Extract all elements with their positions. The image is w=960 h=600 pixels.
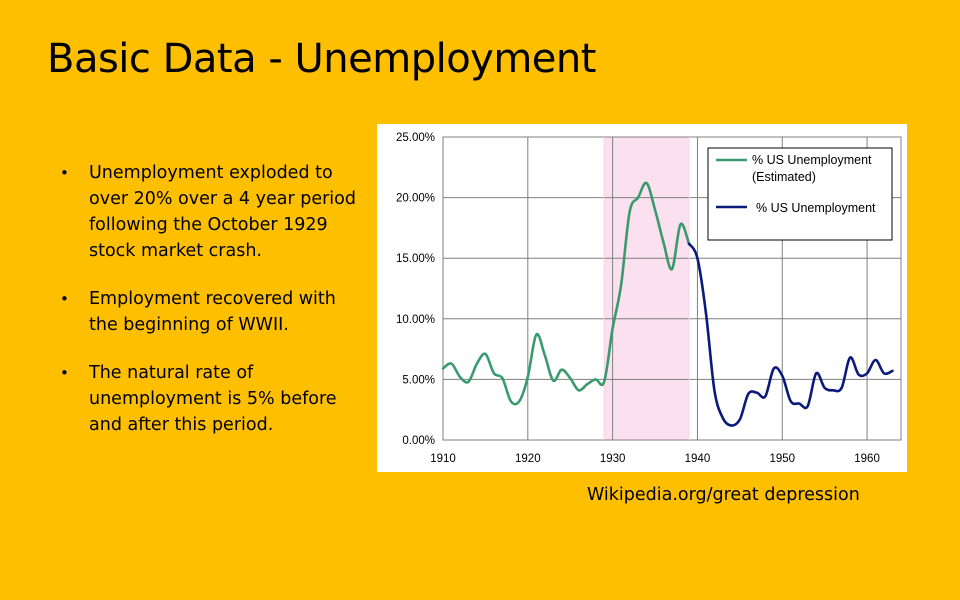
bullet-text: Unemployment exploded to over 20% over a… (89, 163, 356, 261)
bullet-list: • Unemployment exploded to over 20% over … (58, 160, 358, 460)
depression-highlight-band (604, 137, 689, 440)
bullet-dot-icon: • (60, 290, 69, 308)
x-tick-label: 1930 (600, 453, 626, 465)
legend-label-estimated-line2: (Estimated) (752, 170, 816, 184)
y-tick-label: 20.00% (396, 193, 435, 205)
bullet-item: • Employment recovered with the beginning… (58, 286, 358, 338)
legend-label-measured: % US Unemployment (756, 201, 876, 215)
x-tick-label: 1960 (854, 453, 880, 465)
unemployment-chart: 0.00% 5.00% 10.00% 15.00% 20.00% 25.00% 1910 1… (377, 124, 907, 472)
y-tick-label: 10.00% (396, 314, 435, 326)
chart-svg: 0.00%5.00%10.00%15.00%20.00%25.00% 1910 1… (396, 132, 902, 465)
bullet-item: • The natural rate of unemployment is 5% … (58, 360, 358, 438)
x-axis-tick-labels: 1910 1920 1930 1940 1950 1960 (430, 453, 880, 465)
legend-box (707, 147, 893, 241)
y-tick-label: 5.00% (402, 374, 435, 386)
slide-title: Basic Data - Unemployment (47, 36, 596, 82)
series-layer (441, 181, 894, 427)
x-tick-label: 1920 (515, 453, 541, 465)
series-line-estimated (441, 181, 691, 406)
bullet-dot-icon: • (60, 364, 69, 382)
bullet-text: Employment recovered with the beginning … (89, 289, 336, 335)
bullet-dot-icon: • (60, 164, 69, 182)
bullet-item: • Unemployment exploded to over 20% over … (58, 160, 358, 264)
series-line-measured (687, 242, 894, 427)
y-tick-label: 0.00% (402, 435, 435, 447)
legend-label-estimated-line1: % US Unemployment (752, 153, 872, 167)
y-axis-tick-labels: 0.00% 5.00% 10.00% 15.00% 20.00% 25.00% (396, 132, 435, 447)
x-tick-label: 1950 (769, 453, 795, 465)
y-tick-label: 25.00% (396, 132, 435, 144)
bullet-text: The natural rate of unemployment is 5% b… (89, 363, 337, 435)
source-caption: Wikipedia.org/great depression (587, 485, 860, 505)
x-tick-label: 1910 (430, 453, 456, 465)
legend: % US Unemployment (Estimated) % US Unemp… (707, 147, 893, 241)
y-tick-label: 15.00% (396, 253, 435, 265)
x-tick-label: 1940 (685, 453, 711, 465)
